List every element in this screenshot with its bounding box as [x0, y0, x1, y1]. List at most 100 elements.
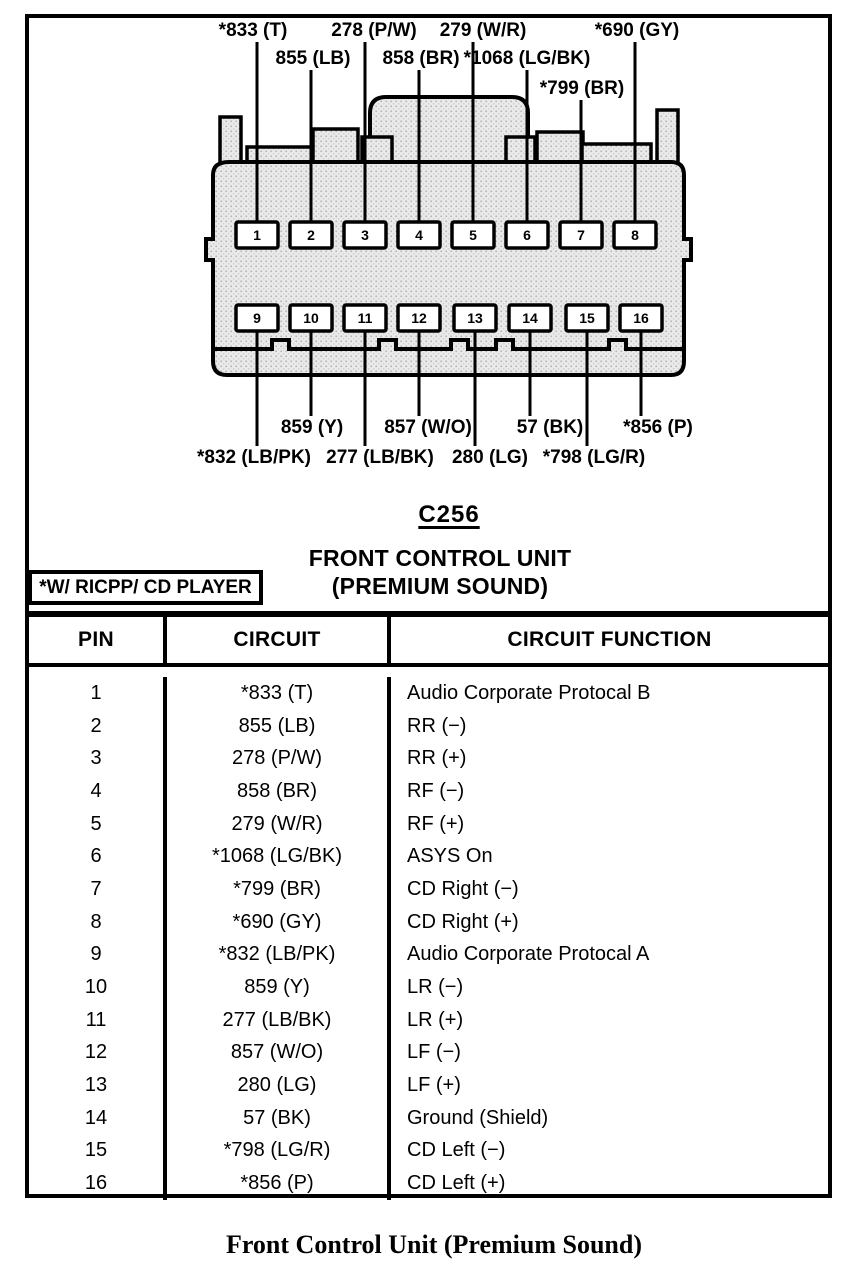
cell-function: ASYS On	[407, 845, 493, 868]
cell-circuit: *856 (P)	[167, 1167, 391, 1200]
wire-label-859: 859 (Y)	[281, 417, 343, 438]
connector-title-line1: FRONT CONTROL UNIT	[308, 545, 572, 571]
wire-label-798: *798 (LG/R)	[543, 447, 645, 468]
header-pin: PIN	[29, 617, 167, 663]
cell-circuit: 57 (BK)	[167, 1101, 391, 1135]
table-row: 9 *832 (LB/PK) Audio Corporate Protocal …	[29, 938, 828, 972]
pin-box-10	[288, 303, 334, 333]
cell-pin: 12	[29, 1036, 167, 1070]
pin-number-8: 8	[631, 227, 639, 243]
cell-circuit: *833 (T)	[167, 677, 391, 710]
cell-pin: 8	[29, 905, 167, 939]
pin-number-11: 11	[358, 310, 373, 326]
pin-box-1	[234, 220, 280, 250]
header-circuit: CIRCUIT	[167, 617, 391, 663]
table-row: 10 859 (Y) LR (−)	[29, 971, 828, 1004]
cell-circuit: *799 (BR)	[167, 873, 391, 906]
cell-circuit: 280 (LG)	[167, 1069, 391, 1102]
cell-function: CD Right (+)	[407, 910, 519, 933]
table-row: 2 855 (LB) RR (−)	[29, 709, 828, 743]
connector-ear-left	[218, 115, 243, 169]
pin-box-13	[452, 303, 498, 333]
pin-number-13: 13	[467, 310, 483, 326]
pin-number-5: 5	[469, 227, 477, 243]
cell-pin: 13	[29, 1069, 167, 1102]
table-row: 14 57 (BK) Ground (Shield)	[29, 1101, 828, 1135]
pin-number-16: 16	[633, 310, 649, 326]
pin-box-16	[618, 303, 664, 333]
table-body: 1 *833 (T) Audio Corporate Protocal B 2 …	[29, 667, 828, 1200]
note-box: *W/ RICPP/ CD PLAYER	[28, 570, 263, 605]
pin-box-5	[450, 220, 496, 250]
table-row: 1 *833 (T) Audio Corporate Protocal B	[29, 677, 828, 710]
pin-number-14: 14	[522, 310, 538, 326]
cell-function: LF (+)	[407, 1074, 461, 1097]
connector-diagram: 1 2 3 4 5 6 7 8 9 10 11 12 13 14 15 16 *…	[197, 20, 693, 468]
table-row: 15 *798 (LG/R) CD Left (−)	[29, 1134, 828, 1168]
cell-function: LR (+)	[407, 1008, 464, 1031]
cell-pin: 3	[29, 742, 167, 776]
table-header-row: PIN CIRCUIT CIRCUIT FUNCTION	[29, 617, 828, 667]
connector-ear-right	[655, 108, 680, 169]
cell-circuit: *690 (GY)	[167, 905, 391, 939]
table-row: 7 *799 (BR) CD Right (−)	[29, 873, 828, 906]
pin-box-4	[396, 220, 442, 250]
cell-circuit: *832 (LB/PK)	[167, 938, 391, 972]
cell-function: RR (+)	[407, 747, 467, 770]
cell-circuit: 277 (LB/BK)	[167, 1003, 391, 1037]
cell-function: RF (−)	[407, 779, 465, 802]
pin-number-6: 6	[523, 227, 531, 243]
wire-label-857: 857 (W/O)	[384, 417, 472, 438]
wire-label-856: *856 (P)	[623, 417, 693, 438]
cell-pin: 2	[29, 709, 167, 743]
wire-label-858: 858 (BR)	[382, 48, 459, 69]
cell-circuit: 279 (W/R)	[167, 807, 391, 841]
table-row: 13 280 (LG) LF (+)	[29, 1069, 828, 1102]
cell-function: Audio Corporate Protocal B	[407, 681, 651, 704]
cell-pin: 7	[29, 873, 167, 906]
wire-label-855: 855 (LB)	[276, 48, 351, 69]
header-circuit-function: CIRCUIT FUNCTION	[507, 628, 712, 651]
cell-function: CD Right (−)	[407, 877, 519, 900]
pin-number-9: 9	[253, 310, 261, 326]
cell-pin: 14	[29, 1101, 167, 1135]
table-row: 8 *690 (GY) CD Right (+)	[29, 905, 828, 939]
table-row: 4 858 (BR) RF (−)	[29, 775, 828, 808]
connector-body	[204, 160, 693, 377]
wire-label-833: *833 (T)	[219, 20, 288, 41]
pin-box-12	[396, 303, 442, 333]
table-row: 16 *856 (P) CD Left (+)	[29, 1167, 828, 1200]
cell-function: RF (+)	[407, 812, 465, 835]
cell-circuit: 855 (LB)	[167, 709, 391, 743]
pin-box-11	[342, 303, 388, 333]
wire-label-832: *832 (LB/PK)	[197, 447, 311, 468]
table-row: 5 279 (W/R) RF (+)	[29, 807, 828, 841]
connector-id: C256	[418, 501, 480, 528]
table-row: 12 857 (W/O) LF (−)	[29, 1036, 828, 1070]
cell-pin: 10	[29, 971, 167, 1004]
cell-pin: 15	[29, 1134, 167, 1168]
wire-label-1068: *1068 (LG/BK)	[464, 48, 591, 69]
pin-number-1: 1	[253, 227, 261, 243]
wire-label-277: 277 (LB/BK)	[326, 447, 434, 468]
pin-box-2	[288, 220, 334, 250]
cell-circuit: 857 (W/O)	[167, 1036, 391, 1070]
pin-number-2: 2	[307, 227, 315, 243]
cell-function: CD Left (−)	[407, 1139, 506, 1162]
figure-caption: Front Control Unit (Premium Sound)	[225, 1230, 643, 1259]
pin-table: PIN CIRCUIT CIRCUIT FUNCTION 1 *833 (T) …	[25, 613, 832, 1200]
connector-title-line2: (PREMIUM SOUND)	[331, 573, 549, 599]
wire-label-57: 57 (BK)	[517, 417, 584, 438]
cell-function: LF (−)	[407, 1041, 461, 1064]
wire-label-279: 279 (W/R)	[440, 20, 527, 41]
wire-label-799: *799 (BR)	[540, 78, 624, 99]
cell-function: Audio Corporate Protocal A	[407, 943, 650, 966]
cell-function: CD Left (+)	[407, 1172, 506, 1195]
wire-label-280: 280 (LG)	[452, 447, 528, 468]
wire-label-690: *690 (GY)	[595, 20, 679, 41]
connector-title: FRONT CONTROL UNIT (PREMIUM SOUND)	[240, 544, 640, 600]
pin-box-7	[558, 220, 604, 250]
cell-function: Ground (Shield)	[407, 1106, 549, 1129]
pin-number-15: 15	[579, 310, 595, 326]
